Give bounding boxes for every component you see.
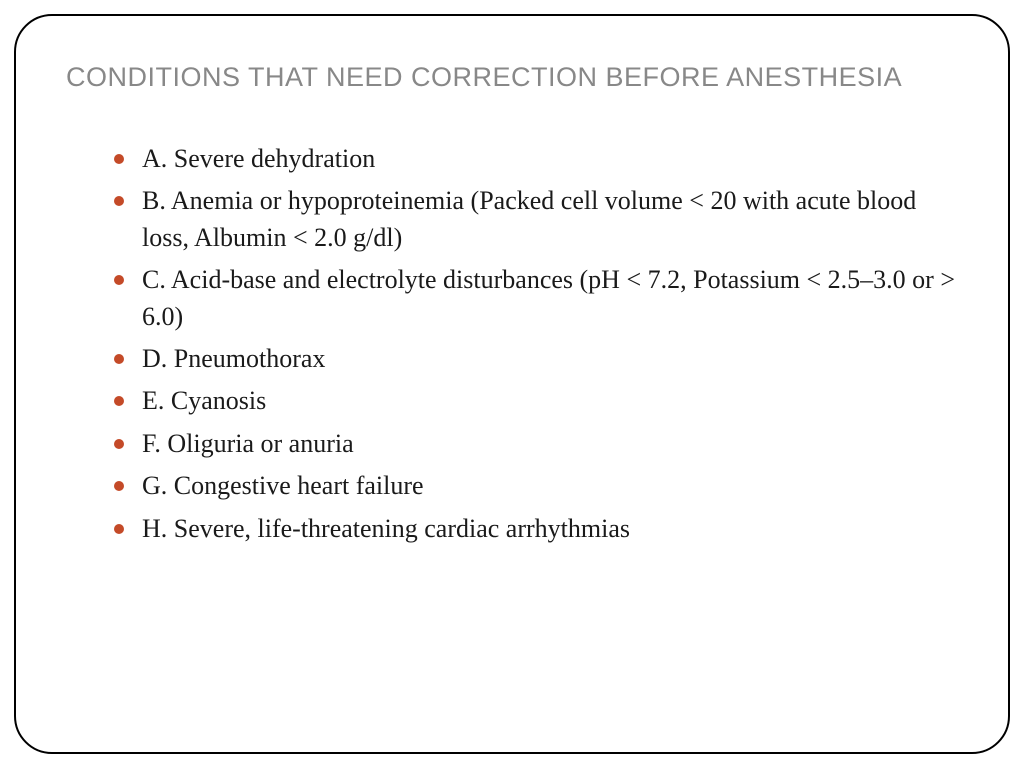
list-item: H. Severe, life-threatening cardiac arrh… xyxy=(114,511,958,547)
list-item: G. Congestive heart failure xyxy=(114,468,958,504)
list-item: C. Acid-base and electrolyte disturbance… xyxy=(114,262,958,335)
condition-list: A. Severe dehydration B. Anemia or hypop… xyxy=(66,141,958,547)
list-item: D. Pneumothorax xyxy=(114,341,958,377)
list-item: F. Oliguria or anuria xyxy=(114,426,958,462)
list-item: E. Cyanosis xyxy=(114,383,958,419)
slide-title: CONDITIONS THAT NEED CORRECTION BEFORE A… xyxy=(66,62,958,93)
list-item: B. Anemia or hypoproteinemia (Packed cel… xyxy=(114,183,958,256)
list-item: A. Severe dehydration xyxy=(114,141,958,177)
slide-frame: CONDITIONS THAT NEED CORRECTION BEFORE A… xyxy=(14,14,1010,754)
